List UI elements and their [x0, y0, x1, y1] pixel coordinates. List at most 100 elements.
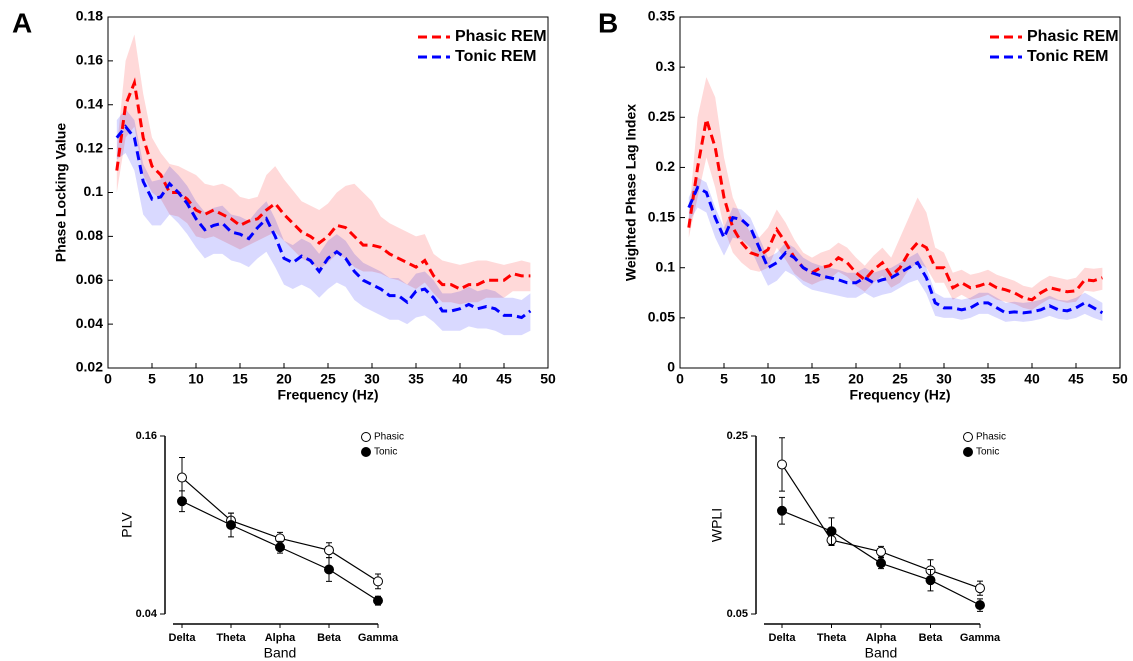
- series-line: [115, 77, 531, 291]
- x-tick-label: 45: [496, 371, 512, 387]
- x-tick-label: 0: [676, 371, 684, 387]
- x-axis-label: Band: [865, 645, 898, 661]
- y-tick-label: 0: [667, 359, 675, 375]
- x-tick-label: 5: [148, 371, 156, 387]
- x-tick-label: 15: [804, 371, 820, 387]
- y-tick-label: 0.25: [648, 108, 675, 124]
- x-axis-label: Band: [264, 645, 297, 661]
- series-line: [115, 124, 532, 320]
- data-point: [177, 472, 187, 483]
- x-tick-label: 40: [452, 371, 468, 387]
- data-point: [876, 558, 886, 569]
- x-tick-label: Alpha: [866, 632, 897, 644]
- x-tick-label: Beta: [317, 632, 342, 644]
- data-point: [177, 496, 187, 507]
- panel-label: B: [598, 7, 618, 38]
- y-axis-label: WPLI: [709, 508, 725, 542]
- x-tick-label: 20: [276, 371, 292, 387]
- x-tick-label: Beta: [919, 632, 944, 644]
- data-point: [975, 583, 985, 594]
- legend-marker: [361, 447, 371, 457]
- legend-marker: [963, 447, 973, 457]
- x-axis-label: Frequency (Hz): [277, 387, 378, 403]
- panel-label: A: [12, 7, 32, 38]
- data-point: [324, 564, 334, 575]
- x-axis-label: Frequency (Hz): [849, 387, 950, 403]
- data-point: [275, 542, 285, 553]
- confidence-band: [688, 177, 1103, 322]
- x-tick-label: 25: [320, 371, 336, 387]
- legend-marker: [361, 432, 371, 442]
- y-tick-label: 0.1: [84, 183, 104, 199]
- y-tick-label: 0.15: [648, 208, 675, 224]
- y-tick-label: 0.02: [76, 359, 103, 375]
- y-tick-label: 0.12: [76, 139, 103, 155]
- x-tick-label: 35: [408, 371, 424, 387]
- y-axis-label: Weighted Phase Lag Index: [623, 104, 639, 281]
- y-axis-label: PLV: [119, 512, 135, 538]
- y-tick-label: 0.35: [648, 8, 675, 24]
- y-tick-label: 0.25: [727, 430, 748, 442]
- x-tick-label: 10: [188, 371, 204, 387]
- x-tick-label: 40: [1024, 371, 1040, 387]
- legend-label: Tonic: [976, 447, 999, 458]
- x-tick-label: 15: [232, 371, 248, 387]
- x-tick-label: 30: [936, 371, 952, 387]
- legend-label: Phasic: [374, 432, 404, 443]
- data-point: [826, 526, 837, 537]
- y-tick-label: 0.3: [656, 58, 676, 74]
- x-tick-label: Alpha: [265, 632, 296, 644]
- y-tick-label: 0.04: [136, 608, 158, 620]
- legend-label: Phasic REM: [1027, 28, 1119, 45]
- y-tick-label: 0.2: [656, 158, 676, 174]
- series-line: [181, 477, 379, 582]
- data-point: [373, 576, 383, 587]
- data-point: [876, 546, 886, 557]
- x-tick-label: Delta: [169, 632, 197, 644]
- data-point: [777, 459, 787, 470]
- x-tick-label: 50: [540, 371, 556, 387]
- data-point: [777, 505, 787, 516]
- y-tick-label: 0.16: [76, 52, 103, 68]
- y-tick-label: 0.06: [76, 271, 103, 287]
- y-tick-label: 0.05: [648, 309, 675, 325]
- x-tick-label: 20: [848, 371, 864, 387]
- series-line: [781, 464, 981, 589]
- data-point: [975, 600, 985, 611]
- x-tick-label: Delta: [769, 632, 797, 644]
- x-tick-label: Gamma: [358, 632, 399, 644]
- y-tick-label: 0.18: [76, 8, 103, 24]
- legend-label: Tonic: [374, 447, 397, 458]
- x-tick-label: 50: [1112, 371, 1128, 387]
- x-tick-label: 10: [760, 371, 776, 387]
- y-tick-label: 0.04: [76, 315, 103, 331]
- y-tick-label: 0.05: [727, 608, 748, 620]
- data-point: [373, 595, 383, 606]
- x-tick-label: 5: [720, 371, 728, 387]
- y-axis-label: Phase Locking Value: [53, 123, 69, 262]
- data-point: [226, 520, 236, 530]
- series-line: [687, 185, 1104, 315]
- series-line: [687, 118, 1103, 302]
- x-tick-label: Theta: [817, 632, 847, 644]
- x-tick-label: Gamma: [960, 632, 1001, 644]
- x-tick-label: Theta: [216, 632, 246, 644]
- y-tick-label: 0.14: [76, 95, 103, 111]
- confidence-band: [116, 109, 531, 336]
- legend-label: Tonic REM: [455, 48, 536, 65]
- x-tick-label: 25: [892, 371, 908, 387]
- data-point: [324, 545, 334, 556]
- y-tick-label: 0.08: [76, 227, 103, 243]
- x-tick-label: 0: [104, 371, 112, 387]
- x-tick-label: 30: [364, 371, 380, 387]
- x-tick-label: 35: [980, 371, 996, 387]
- data-point: [925, 575, 936, 586]
- legend-label: Phasic: [976, 432, 1006, 443]
- y-tick-label: 0.1: [656, 258, 676, 274]
- x-tick-label: 45: [1068, 371, 1084, 387]
- legend-label: Phasic REM: [455, 28, 547, 45]
- y-tick-label: 0.16: [136, 430, 157, 442]
- legend-marker: [963, 432, 973, 442]
